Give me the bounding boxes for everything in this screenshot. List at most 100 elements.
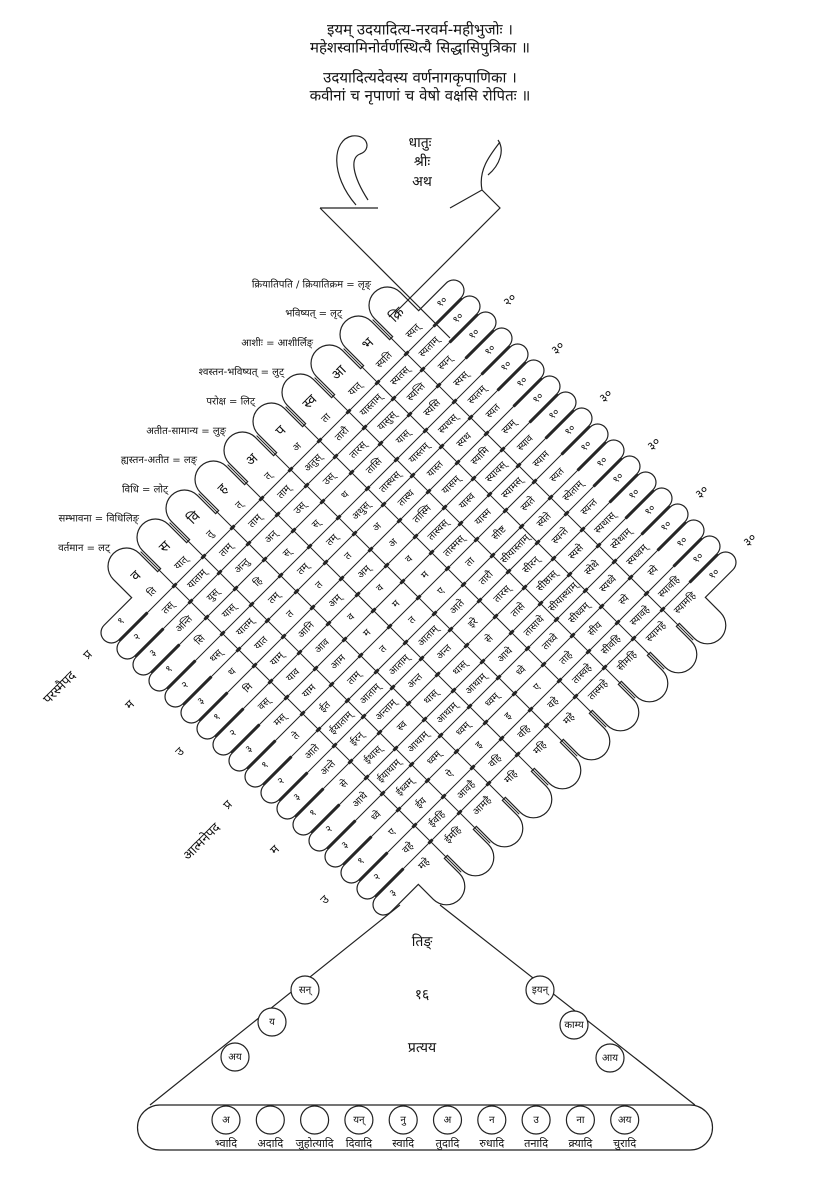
gana-marker: अ [444,1115,452,1126]
gana-marker: न [489,1115,495,1126]
person-number: १ [308,808,319,819]
tubes [100,279,737,916]
suffix-circle [220,1042,250,1072]
pada-person: प्र [220,797,235,812]
column-divider [140,551,462,873]
pada-person: उ [172,744,187,759]
suffix: काम्य [564,1020,584,1031]
verse-line: उदयादित्यदेवस्य वर्णनागकृपाणिका । [323,69,517,88]
column-tube-fill [108,548,465,905]
column-divider [314,377,636,699]
column-tube-fill [282,374,639,731]
group-end: ३० [548,338,567,357]
gana-marker: ना [576,1115,585,1126]
gana-marker: अ [222,1115,230,1126]
person-number: २ [324,824,335,835]
gana-marker: नु [400,1115,407,1126]
gana-name: क्र्यादि [568,1137,592,1150]
lakara-label: ह्यस्तन-अतीत = लङ् [121,454,198,466]
lakara-label: भविष्यत् = लृट् [285,308,343,320]
suffix-circle [559,1010,589,1040]
gana-name: भ्वादि [215,1137,237,1150]
person-number: १ [116,616,127,627]
gana-name: स्वादि [392,1137,414,1150]
column-tube-fill [166,490,523,847]
column-tube-fill [195,461,552,818]
group-end: ३० [596,386,615,405]
group-end: २० [500,290,519,309]
head-text: श्रीः [414,153,432,170]
gana-marker-circle [477,1105,507,1135]
pada-label: आत्मनेपद [180,819,225,864]
column-tube-fill [137,519,494,876]
head-text: धातुः [408,135,432,151]
person-number: ३ [196,696,207,707]
column-divider [169,522,491,844]
head-text: अथ [412,174,433,190]
pada-person: प्र [80,647,95,662]
gana-marker: यन् [353,1115,366,1126]
column-divider [198,493,520,815]
verse-line: इयम् उदयादित्य-नरवर्म-महीभुजोः । [327,21,513,40]
serpent-tail [136,904,714,1151]
suffix: इयन् [532,985,550,996]
person-number: १ [356,856,367,867]
gana-marker-circle [255,1105,285,1135]
gana-marker-circle [300,1105,330,1135]
column-tube-fill [253,403,610,760]
gana-name: जुहोत्यादि [296,1137,334,1150]
gana-marker-circle [565,1105,596,1135]
gana-marker-circle [388,1105,418,1135]
lakara-label: आशीः = आशीर्लिङ् [241,337,313,349]
group-end: ३० [740,530,759,549]
suffix-circle [257,1007,287,1037]
gana-marker-circle [610,1105,640,1135]
person-number: १ [164,664,175,675]
lakara-label: सम्भावना = विधिलिङ् [59,513,140,525]
column-tube-fill [224,432,581,789]
suffix-circle [525,975,555,1005]
person-number: ३ [244,744,255,755]
suffix: आय [602,1053,618,1064]
person-number: २ [228,728,239,739]
person-number: १ [212,712,223,723]
center-text: प्रत्यय [408,1040,437,1056]
gana-marker-circle [432,1105,463,1135]
column-divider [372,319,694,641]
center-text: तिङ् [412,933,434,950]
group-end: ३० [692,482,711,501]
person-number: ३ [388,888,399,899]
column-divider [256,435,578,757]
gana-name: रुधादि [479,1137,504,1150]
gana-marker-circle [211,1105,241,1135]
serpent-head [319,135,502,339]
gana-name: अदादि [257,1137,283,1150]
gana-name: तनादि [524,1137,548,1150]
gana-marker: अय [618,1115,632,1126]
lakara-label: अतीत-सामान्य = लुङ् [146,425,226,437]
suffix-circle [290,975,320,1005]
suffix-circle [595,1043,625,1073]
verse-line: कवीनां च नृपाणां च वेषो वक्षसि रोपितः ॥ [310,87,531,106]
lakara-label: श्वस्तन-भविष्यत् = लुट् [199,366,286,378]
group-end: ३० [644,434,663,453]
suffix: य [269,1017,275,1028]
person-number: २ [132,632,143,643]
lakara-label: क्रियातिपति / क्रियातिक्रम = लृङ् [252,278,372,290]
gana-marker: उ [533,1115,539,1126]
person-number: ३ [148,648,159,659]
suffix: सन् [299,985,313,996]
gana-name: दिवादि [346,1137,373,1150]
person-number: २ [276,776,287,787]
lakara-label: विधि = लोट् [122,483,169,495]
gana-name: तुदादि [436,1137,460,1150]
gana-marker-circle [521,1105,551,1135]
person-number: ३ [292,792,303,803]
pada-label: परस्मैपद [40,667,80,707]
pada-person: म [267,842,283,858]
column-tube-fill [369,287,726,644]
pada-person: म [122,697,138,713]
lakara-label: वर्तमान = लट् [58,542,111,554]
